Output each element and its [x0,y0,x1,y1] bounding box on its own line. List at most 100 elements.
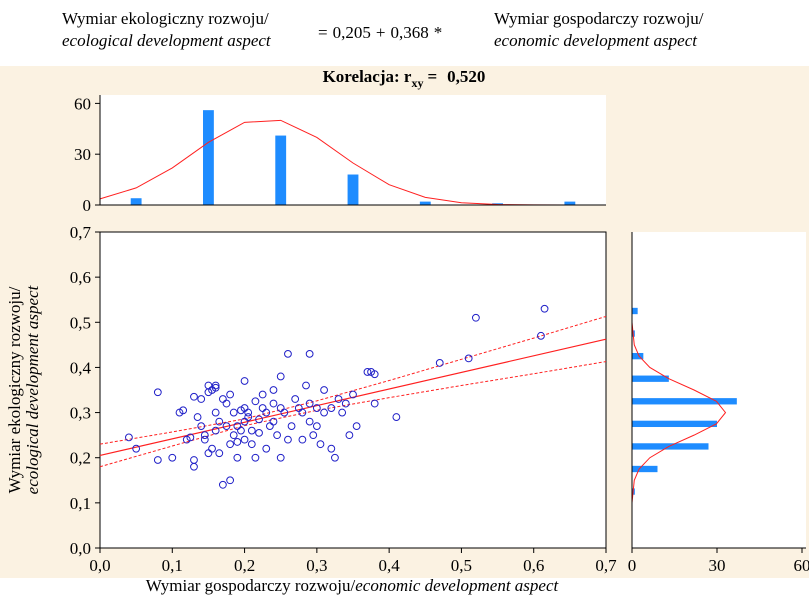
corr-equals: = [427,67,437,86]
point [200,435,209,444]
x-tick-label: 0,1 [162,556,183,575]
point [338,408,347,417]
x-tick-label: 0 [628,556,637,575]
point [341,399,350,408]
bar [632,443,709,450]
equation-right: Wymiar gospodarczy rozwoju/ [494,9,704,28]
point [211,383,220,392]
point [269,386,278,394]
point [255,428,263,437]
point [215,417,224,426]
point [273,431,282,440]
point [125,433,133,442]
bar [632,420,717,428]
y-tick-label: 60 [74,94,91,113]
point [349,390,357,399]
point [435,359,444,367]
point [537,331,545,340]
point [276,372,285,381]
point [251,453,260,462]
point [312,422,321,431]
bar [632,465,658,473]
bar [632,375,669,382]
point [229,431,238,440]
regression-line [99,338,607,457]
point [305,349,314,358]
point [153,456,162,464]
bar [203,110,214,205]
eq-times: * [434,23,443,42]
confidence-upper [99,315,607,445]
x-tick-label: 60 [794,556,809,575]
point [331,453,339,462]
equation-left: Wymiar ekologiczny rozwoju/ [62,9,269,28]
point [226,390,235,399]
corr-label: Korelacja: r [323,67,412,86]
point [218,480,227,489]
x-tick-label: 0,4 [379,556,401,575]
point [211,381,220,390]
x-label-text: Wymiar gospodarczy rozwoju/ [146,576,356,595]
point [312,404,321,412]
plot-area [99,231,607,549]
x-tick-label: 0,6 [523,556,544,575]
point [193,413,202,421]
point [305,417,314,426]
point [226,440,235,449]
corr-subscript: xy [411,76,423,90]
point [186,433,195,442]
point [179,406,188,415]
point [240,435,249,444]
point [197,395,206,403]
x-label-italic: economic development aspect [355,576,559,595]
point [247,440,256,449]
y-tick-label: 0,5 [70,313,91,332]
point [298,408,307,417]
x-tick-label: 0,7 [595,556,617,575]
point [334,395,343,403]
point [237,426,245,435]
point [262,444,271,453]
point [226,476,235,485]
point [197,422,206,431]
eq-equals: = [318,23,328,42]
x-tick-label: 0,0 [89,556,110,575]
point [269,399,278,408]
y-tick-label: 30 [74,145,91,164]
point [276,453,285,462]
x-tick-label: 30 [709,556,726,575]
y-tick-label: 0,0 [70,539,91,558]
point [168,453,177,462]
point [262,408,271,417]
point [211,426,220,435]
point [284,349,292,358]
equation-middle: = 0,205 +0,368 * [318,23,442,42]
bar [632,352,644,360]
bar [130,198,142,205]
point [251,397,260,406]
y-tick-label: 0,1 [70,494,91,513]
y-tick-label: 0,7 [70,223,92,242]
y-tick-label: 0 [83,196,92,215]
point [392,413,401,421]
point [471,313,480,322]
point [370,399,379,408]
point [363,368,372,376]
y-axis-label-italic: ecological development aspect [23,284,42,494]
bar [419,201,431,205]
point [540,304,549,313]
point [269,417,278,426]
eq-plus: + [376,23,386,42]
bar [632,307,638,315]
point [229,408,238,417]
point [244,408,253,417]
point [215,449,224,458]
point [320,408,328,417]
point [345,431,354,440]
point [327,404,336,412]
point [153,388,162,397]
correlation: Korelacja: rxy = 0,520 [323,67,486,90]
point [352,422,361,431]
